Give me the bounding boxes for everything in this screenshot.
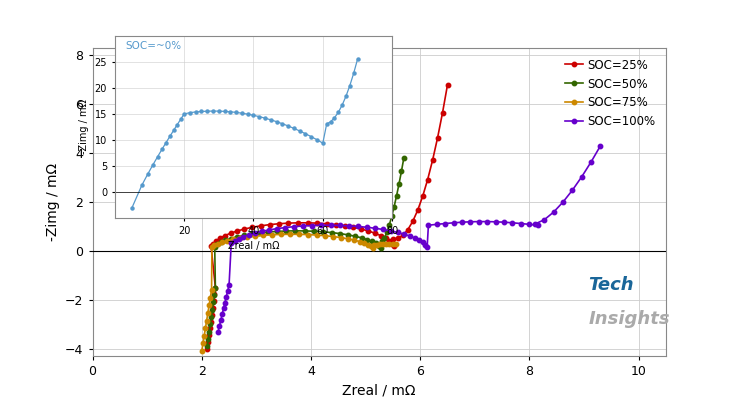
Y-axis label: -Zimg / mΩ: -Zimg / mΩ — [46, 163, 59, 241]
Y-axis label: -Zimg / mΩ: -Zimg / mΩ — [79, 100, 89, 154]
Text: Insights: Insights — [588, 310, 670, 328]
Text: Tech: Tech — [588, 276, 634, 294]
X-axis label: Zreal / mΩ: Zreal / mΩ — [343, 384, 416, 398]
X-axis label: Zreal / mΩ: Zreal / mΩ — [228, 241, 279, 251]
Legend: SOC=25%, SOC=50%, SOC=75%, SOC=100%: SOC=25%, SOC=50%, SOC=75%, SOC=100% — [560, 54, 660, 133]
Text: SOC=~0%: SOC=~0% — [126, 42, 182, 52]
